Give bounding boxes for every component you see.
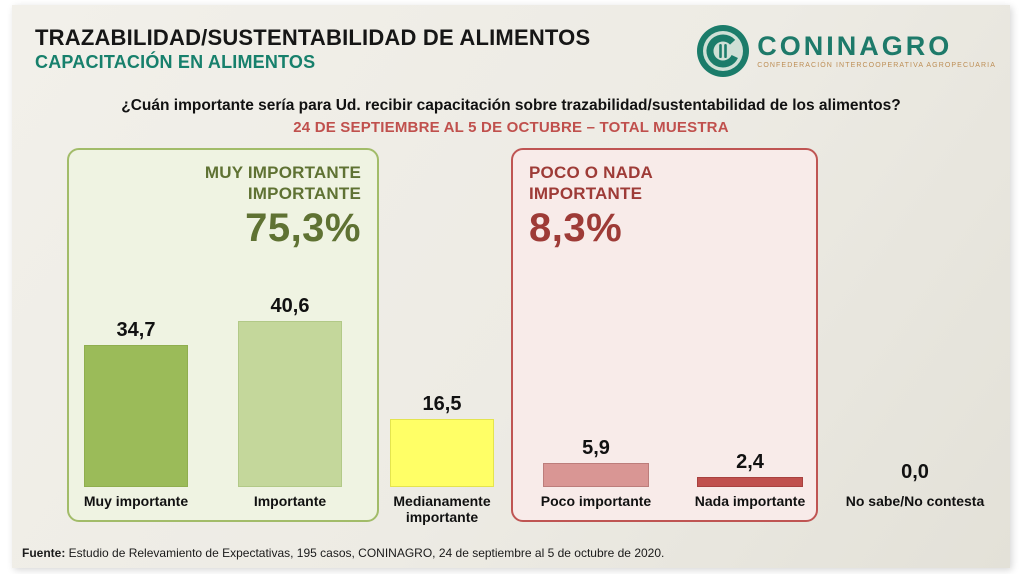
bar-value: 40,6 — [270, 295, 310, 317]
bar-column-nada-importante: 2,4 Nada importante — [695, 451, 805, 509]
bar-value: 0,0 — [901, 461, 929, 483]
header: TRAZABILIDAD/SUSTENTABILIDAD DE ALIMENTO… — [12, 5, 1010, 91]
bar-column-no-sabe-no-contesta: 0,0 No sabe/No contesta — [845, 461, 985, 509]
survey-period: 24 DE SEPTIEMBRE AL 5 DE OCTUBRE – TOTAL… — [293, 119, 729, 136]
coninagro-logo-icon — [697, 25, 750, 77]
bar-value: 34,7 — [116, 319, 156, 341]
page-title: TRAZABILIDAD/SUSTENTABILIDAD DE ALIMENTO… — [35, 25, 591, 50]
bar-category-label: No sabe/No contesta — [845, 493, 985, 509]
logo-text: CONINAGRO CONFEDERACIÓN INTERCOOPERATIVA… — [757, 31, 996, 70]
bar-nada-importante — [697, 477, 803, 487]
logo-name: CONINAGRO — [757, 31, 953, 61]
group-title: POCO O NADA IMPORTANTE — [529, 163, 654, 204]
source-label: Fuente: — [22, 546, 66, 560]
title-block: TRAZABILIDAD/SUSTENTABILIDAD DE ALIMENTO… — [35, 26, 590, 73]
bar-category-label: Medianamente importante — [393, 493, 491, 526]
bar-importante — [238, 321, 342, 487]
bar-chart: MUY IMPORTANTE IMPORTANTE 75,3% POCO O N… — [12, 5, 1010, 568]
bar-poco-importante — [543, 463, 649, 487]
slide: TRAZABILIDAD/SUSTENTABILIDAD DE ALIMENTO… — [12, 5, 1010, 568]
bar-value: 2,4 — [736, 451, 764, 473]
bar-category-label: Poco importante — [540, 493, 652, 509]
bar-column-medianamente-importante: 16,5 Medianamente importante — [390, 393, 494, 525]
coninagro-logo: CONINAGRO CONFEDERACIÓN INTERCOOPERATIVA… — [696, 24, 996, 78]
bar-column-poco-importante: 5,9 Poco importante — [541, 437, 651, 509]
survey-question: ¿Cuán importante sería para Ud. recibir … — [121, 97, 901, 114]
group-box-poco-o-nada: POCO O NADA IMPORTANTE 8,3% — [511, 148, 818, 522]
wheat-icon — [719, 44, 728, 58]
page-subtitle: CAPACITACIÓN EN ALIMENTOS — [35, 51, 316, 72]
bar-medianamente-importante — [390, 419, 494, 487]
bar-muy-importante — [84, 345, 188, 487]
group-percentage: 8,3% — [529, 205, 623, 250]
bar-column-muy-importante: 34,7 Muy importante — [84, 319, 188, 509]
bar-column-importante: 40,6 Importante — [238, 295, 342, 509]
bar-category-label: Importante — [253, 493, 327, 509]
bar-category-label: Nada importante — [694, 493, 806, 509]
bar-value: 16,5 — [422, 393, 462, 415]
source-note: Fuente: Estudio de Relevamiento de Expec… — [22, 546, 664, 560]
source-text: Estudio de Relevamiento de Expectativas,… — [65, 546, 665, 560]
logo-tagline: CONFEDERACIÓN INTERCOOPERATIVA AGROPECUA… — [757, 62, 996, 69]
bar-value: 5,9 — [582, 437, 610, 459]
bar-category-label: Muy importante — [83, 493, 189, 509]
group-percentage: 75,3% — [245, 205, 361, 250]
group-title: MUY IMPORTANTE IMPORTANTE — [204, 163, 361, 204]
